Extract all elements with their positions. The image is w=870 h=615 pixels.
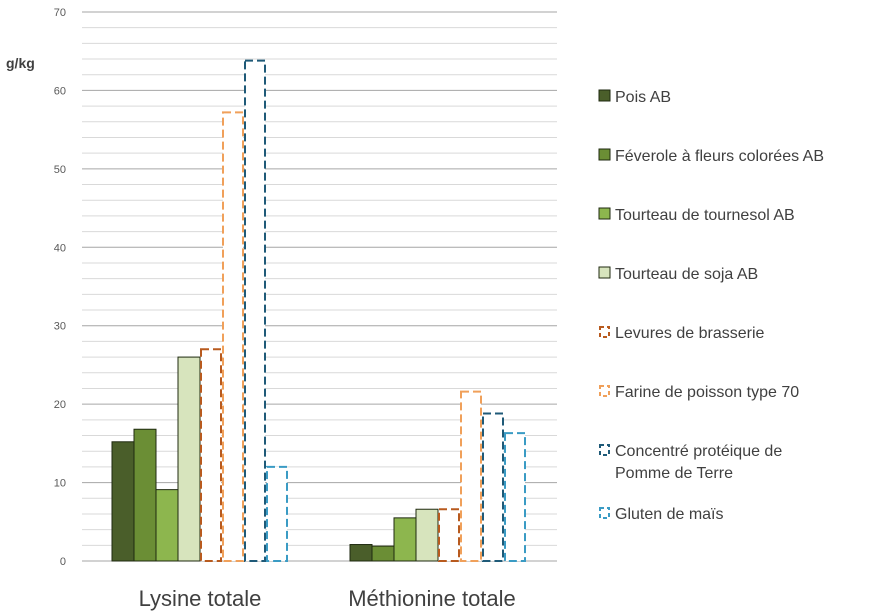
legend-swatch — [599, 385, 610, 397]
bar — [415, 508, 439, 562]
y-axis-label: g/kg — [6, 55, 35, 71]
bar — [111, 441, 135, 562]
y-tick-label: 40 — [54, 242, 66, 254]
bar — [133, 428, 157, 562]
y-tick-label: 30 — [54, 321, 66, 333]
y-tick-label: 20 — [54, 399, 66, 411]
bars — [111, 59, 526, 563]
legend-label: Concentré protéique de — [615, 443, 782, 460]
y-tick-label: 60 — [54, 85, 66, 97]
category-label: Méthionine totale — [348, 586, 516, 611]
bar — [504, 432, 526, 563]
legend-swatch — [598, 89, 611, 102]
category-labels: Lysine totale Méthionine totale — [139, 586, 516, 611]
bar — [371, 545, 395, 562]
legend-swatch — [598, 207, 611, 220]
bar — [438, 508, 460, 563]
y-tick-label: 0 — [60, 556, 66, 568]
bar — [349, 544, 373, 562]
legend-label: Tourteau de tournesol AB — [615, 207, 795, 224]
bar — [155, 489, 179, 562]
bar — [222, 111, 244, 562]
y-tick-label: 70 — [54, 7, 66, 19]
legend-swatch — [599, 444, 610, 456]
legend-label: Pois AB — [615, 89, 671, 106]
bar — [266, 465, 288, 562]
bar — [482, 412, 504, 562]
legend-label: Gluten de maïs — [615, 506, 724, 523]
legend-label: Pomme de Terre — [615, 465, 733, 482]
bar — [177, 356, 201, 562]
legend-swatch — [598, 266, 611, 279]
legend-swatch — [599, 507, 610, 519]
bar — [460, 390, 482, 563]
legend-swatch — [599, 326, 610, 338]
gridlines — [82, 11, 557, 562]
bar — [200, 348, 222, 562]
category-label: Lysine totale — [139, 586, 262, 611]
legend-label: Levures de brasserie — [615, 325, 765, 342]
y-tick-label: 50 — [54, 164, 66, 176]
legend-label: Tourteau de soja AB — [615, 266, 758, 283]
legend: Pois AB Féverole à fleurs colorées AB Tour… — [598, 89, 824, 523]
y-tick-label: 10 — [54, 478, 66, 490]
legend-label: Farine de poisson type 70 — [615, 384, 799, 401]
legend-label: Féverole à fleurs colorées AB — [615, 148, 824, 165]
legend-swatch — [598, 148, 611, 161]
bar — [244, 59, 266, 563]
bar — [393, 517, 417, 562]
y-axis-ticks: 0 10 20 30 40 50 60 70 — [54, 7, 66, 568]
